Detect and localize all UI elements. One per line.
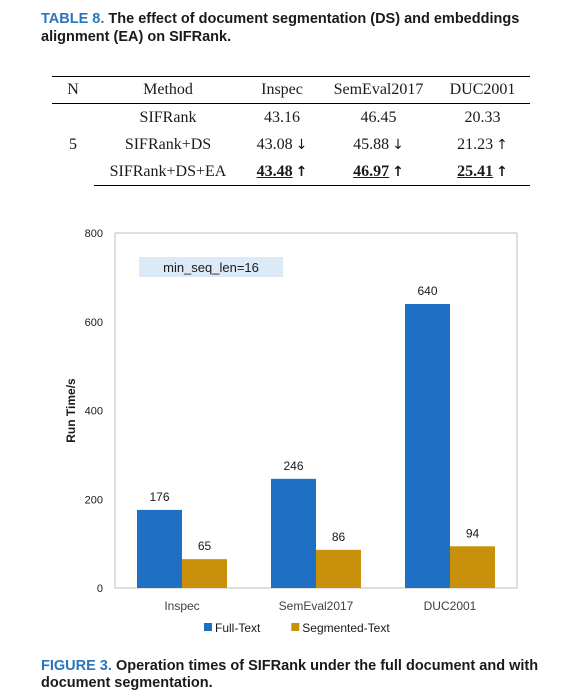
y-axis-label: Run Time/s xyxy=(64,378,78,443)
data-label: 65 xyxy=(198,539,212,553)
figure-caption-text: Operation times of SIFRank under the ful… xyxy=(41,658,539,691)
method-cell: SIFRank+DS xyxy=(124,135,212,153)
figure-caption-tag: FIGURE 3. xyxy=(41,658,112,674)
n-cell: 5 xyxy=(69,135,77,153)
table-row: 5 SIFRank 43.16 46.45 20.33 xyxy=(52,104,530,153)
arrow-down-icon: ↓ xyxy=(392,136,404,153)
legend-label: Full-Text xyxy=(215,621,261,635)
legend-label: Segmented-Text xyxy=(302,621,390,635)
table-row: SIFRank+DS+EA 43.48 ↑ 46.97 ↑ 25.41 ↑ xyxy=(52,158,530,186)
table-caption-tag: TABLE 8. xyxy=(41,11,105,27)
header-n: N xyxy=(52,76,94,104)
bar-segmented-text xyxy=(182,559,227,588)
results-table: N Method Inspec SemEval2017 DUC2001 5 SI… xyxy=(52,76,530,186)
data-label: 246 xyxy=(283,459,303,473)
duc-cell: 25.41 ↑ xyxy=(435,158,530,186)
figure-caption: FIGURE 3. Operation times of SIFRank und… xyxy=(41,658,551,692)
method-cell: SIFRank+DS+EA xyxy=(94,158,242,186)
inspec-cell: 43.48 ↑ xyxy=(242,158,322,186)
header-inspec: Inspec xyxy=(242,76,322,104)
y-tick-label: 0 xyxy=(97,583,103,595)
arrow-up-icon: ↑ xyxy=(496,136,508,153)
table-row: SIFRank+DS 43.08 ↓ 45.88 ↓ 21.23 ↑ xyxy=(52,131,530,158)
duc-cell: 21.23 ↑ xyxy=(457,135,508,153)
legend-swatch xyxy=(204,623,212,631)
legend-swatch xyxy=(291,623,300,631)
header-duc: DUC2001 xyxy=(435,76,530,104)
annotation-box xyxy=(139,257,283,277)
bar-full-text xyxy=(271,478,316,588)
data-label: 176 xyxy=(149,490,169,504)
bar-full-text xyxy=(137,509,182,588)
data-label: 94 xyxy=(466,526,480,540)
method-cell: SIFRank xyxy=(139,108,197,126)
table-caption: TABLE 8. The effect of document segmenta… xyxy=(41,10,541,46)
arrow-up-icon: ↑ xyxy=(496,163,508,180)
y-tick-label: 800 xyxy=(85,228,103,240)
arrow-up-icon: ↑ xyxy=(295,163,308,180)
header-method: Method xyxy=(94,76,242,104)
run-time-chart: 0 200 400 600 800 Run Time/s 176 65 Inspec 246 86 S… xyxy=(64,228,518,635)
duc-cell: 20.33 xyxy=(464,108,501,126)
inspec-cell: 43.08 ↓ xyxy=(256,135,308,153)
table-header-row: N Method Inspec SemEval2017 DUC2001 xyxy=(52,76,530,104)
data-label: 640 xyxy=(417,284,437,298)
arrow-down-icon: ↓ xyxy=(295,136,308,153)
semeval-cell: 46.45 xyxy=(360,108,397,126)
bar-segmented-text xyxy=(450,546,495,588)
data-label: 86 xyxy=(332,530,346,544)
x-tick-label: Inspec xyxy=(164,599,199,613)
table-caption-text: The effect of document segmentation (DS)… xyxy=(41,11,520,45)
semeval-cell: 45.88 ↓ xyxy=(353,135,404,153)
y-tick-label: 600 xyxy=(85,317,103,329)
bar-full-text xyxy=(405,304,450,588)
x-tick-label: SemEval2017 xyxy=(279,599,354,613)
arrow-up-icon: ↑ xyxy=(392,163,404,180)
bar-segmented-text xyxy=(316,549,361,588)
annotation-text: min_seq_len=16 xyxy=(163,260,259,275)
x-tick-label: DUC2001 xyxy=(424,599,477,613)
inspec-cell: 43.16 xyxy=(264,108,300,126)
header-semeval: SemEval2017 xyxy=(322,76,435,104)
y-tick-label: 400 xyxy=(85,406,103,418)
semeval-cell: 46.97 ↑ xyxy=(322,158,435,186)
y-tick-label: 200 xyxy=(85,494,103,506)
